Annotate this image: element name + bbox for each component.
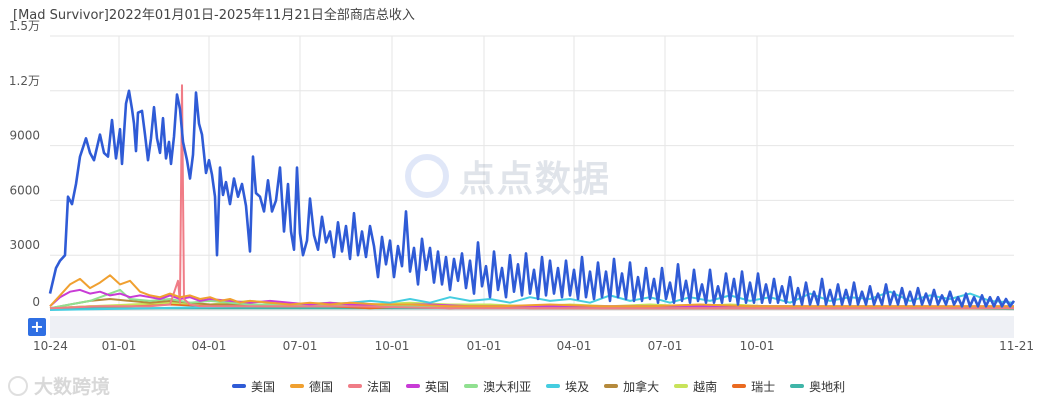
x-tick-label: 07-01 — [648, 339, 683, 353]
legend-item-埃及[interactable]: 埃及 — [546, 378, 589, 395]
y-tick-label: 6000 — [9, 183, 40, 197]
y-tick-label: 9000 — [9, 129, 40, 143]
legend-item-越南[interactable]: 越南 — [674, 378, 717, 395]
legend-swatch — [604, 384, 619, 388]
legend-label: 瑞士 — [751, 379, 776, 394]
time-slider[interactable] — [50, 309, 1014, 338]
legend-item-德国[interactable]: 德国 — [290, 378, 333, 395]
slider-track[interactable] — [50, 316, 1014, 338]
series-line-德国 — [49, 274, 1014, 308]
legend-swatch — [790, 384, 805, 388]
x-tick-label: 01-01 — [467, 339, 502, 353]
legend-label: 法国 — [367, 379, 392, 394]
legend-label: 澳大利亚 — [483, 379, 532, 394]
y-tick-label: 0 — [32, 295, 40, 309]
x-tick-label: 10-01 — [740, 339, 775, 353]
series-line-美国 — [48, 89, 1016, 308]
legend-item-法国[interactable]: 法国 — [348, 378, 391, 395]
y-tick-label: 1.2万 — [9, 74, 40, 88]
legend-label: 越南 — [693, 379, 718, 394]
series-line-法国 — [49, 84, 1014, 310]
legend-swatch — [674, 384, 689, 388]
legend-item-瑞士[interactable]: 瑞士 — [732, 378, 775, 395]
legend-label: 德国 — [309, 379, 334, 394]
legend-item-美国[interactable]: 美国 — [232, 378, 275, 395]
x-tick-label: 04-01 — [557, 339, 592, 353]
y-tick-label: 3000 — [9, 238, 40, 252]
legend-swatch — [464, 384, 479, 388]
legend-swatch — [406, 384, 421, 388]
series-lines — [48, 84, 1016, 311]
legend-swatch — [290, 384, 305, 388]
legend-item-澳大利亚[interactable]: 澳大利亚 — [464, 378, 531, 395]
legend-item-奥地利[interactable]: 奥地利 — [790, 378, 845, 395]
chart-title: [Mad Survivor]2022年01月01日-2025年11月21日全部商… — [13, 8, 415, 23]
y-tick-label: 1.5万 — [9, 19, 40, 33]
x-tick-label: 10-01 — [375, 339, 410, 353]
legend-label: 美国 — [251, 379, 276, 394]
x-tick-label: 01-01 — [102, 339, 137, 353]
legend-swatch — [348, 384, 363, 388]
legend-label: 埃及 — [565, 379, 590, 394]
chart-legend: 美国 德国 法国 英国 澳大利亚 埃及 加拿大 越南 瑞士 奥地利 — [232, 377, 845, 395]
legend-label: 奥地利 — [809, 379, 846, 394]
legend-item-加拿大[interactable]: 加拿大 — [604, 378, 659, 395]
grid-lines — [50, 35, 1014, 311]
legend-swatch — [732, 384, 747, 388]
x-tick-label: 07-01 — [283, 339, 318, 353]
legend-item-英国[interactable]: 英国 — [406, 378, 449, 395]
legend-swatch — [546, 384, 561, 388]
zoom-in-button[interactable]: + — [28, 318, 46, 336]
x-tick-label: 04-01 — [192, 339, 227, 353]
legend-swatch — [232, 384, 246, 388]
legend-label: 英国 — [425, 379, 450, 394]
x-tick-label: 11-21 — [999, 339, 1034, 353]
legend-label: 加拿大 — [623, 379, 660, 394]
x-tick-label: 10-24 — [33, 339, 68, 353]
axis-ticks: 0 3000 6000 9000 1.2万 1.5万 10-24 01-01 04-01 07-0… — [9, 19, 1034, 353]
